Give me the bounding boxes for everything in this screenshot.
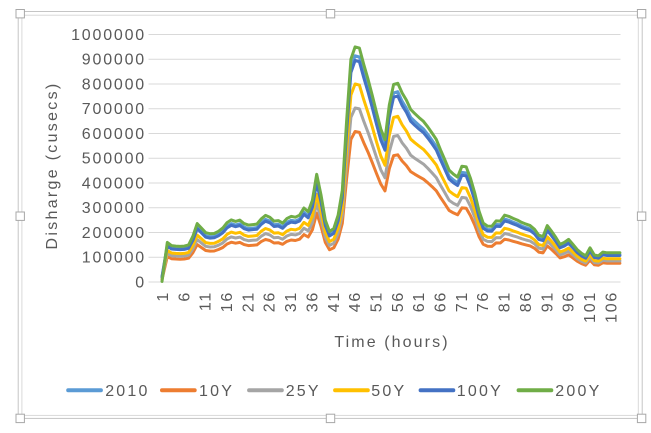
svg-text:Time (hours): Time (hours) [334,334,449,351]
svg-text:200000: 200000 [82,225,146,242]
svg-text:61: 61 [411,291,428,312]
svg-text:101: 101 [582,291,599,323]
svg-text:11: 11 [198,291,215,311]
svg-text:66: 66 [433,291,450,312]
svg-text:800000: 800000 [82,76,146,93]
svg-text:6: 6 [176,291,193,302]
svg-text:76: 76 [475,291,492,312]
svg-text:71: 71 [454,291,471,312]
svg-text:25Y: 25Y [286,383,321,400]
svg-text:1000000: 1000000 [71,27,146,44]
svg-text:600000: 600000 [82,126,146,143]
svg-text:400000: 400000 [82,175,146,192]
svg-text:1: 1 [155,291,172,302]
svg-text:56: 56 [390,291,407,312]
svg-text:86: 86 [518,291,535,312]
svg-text:26: 26 [262,291,279,312]
svg-text:900000: 900000 [82,52,146,69]
svg-text:2010: 2010 [105,383,149,400]
svg-text:36: 36 [304,291,321,312]
svg-text:106: 106 [603,291,620,323]
svg-text:96: 96 [561,291,578,312]
svg-text:300000: 300000 [82,200,146,217]
svg-text:Disharge (cusecs): Disharge (cusecs) [44,81,61,249]
svg-text:21: 21 [240,291,257,312]
svg-text:10Y: 10Y [199,383,234,400]
svg-text:700000: 700000 [82,101,146,118]
svg-text:100Y: 100Y [457,383,503,400]
svg-text:41: 41 [326,291,343,312]
svg-text:500000: 500000 [82,151,146,168]
svg-text:46: 46 [347,291,364,312]
svg-text:200Y: 200Y [555,383,601,400]
svg-text:91: 91 [539,291,556,312]
svg-text:31: 31 [283,291,300,312]
svg-text:0: 0 [135,274,146,291]
svg-text:51: 51 [369,291,386,312]
svg-text:16: 16 [219,291,236,312]
svg-text:50Y: 50Y [371,383,406,400]
svg-text:81: 81 [497,291,514,312]
svg-text:100000: 100000 [82,250,146,267]
